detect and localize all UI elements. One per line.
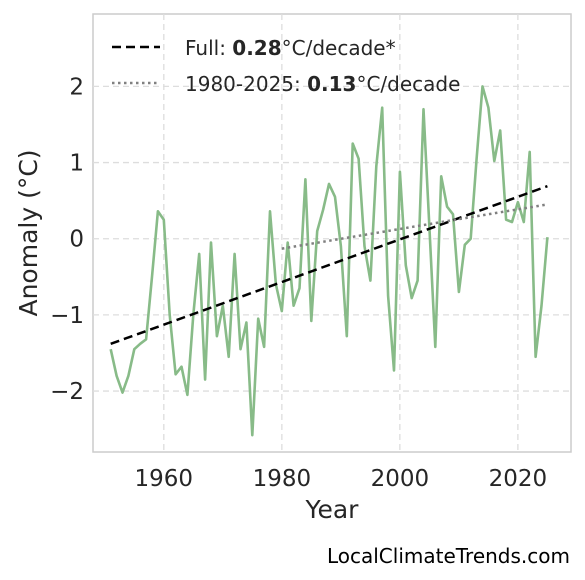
y-tick-labels: −2 −1 0 1 2	[50, 74, 84, 405]
x-tick-label: 2000	[371, 466, 430, 492]
legend-full-prefix: Full:	[185, 36, 232, 60]
x-axis-label: Year	[305, 495, 360, 524]
gridlines	[93, 14, 571, 452]
legend-full-label: Full: 0.28°C/decade*	[185, 36, 396, 60]
y-tick-label: 0	[69, 227, 84, 253]
legend: Full: 0.28°C/decade* 1980-2025: 0.13°C/d…	[112, 36, 460, 96]
plot-area	[92, 13, 572, 453]
x-tick-label: 1960	[135, 466, 194, 492]
x-tick-labels: 1960 1980 2000 2020	[135, 466, 548, 492]
y-tick-label: 1	[69, 151, 84, 177]
legend-recent-label: 1980-2025: 0.13°C/decade	[185, 72, 460, 96]
x-tick-label: 1980	[253, 466, 312, 492]
y-axis-label: Anomaly (°C)	[14, 149, 43, 316]
y-tick-label: −1	[50, 303, 84, 329]
legend-recent-suffix: °C/decade	[356, 72, 460, 96]
full-trend-line	[110, 184, 548, 346]
legend-recent-prefix: 1980-2025:	[185, 72, 307, 96]
y-tick-label: −2	[50, 379, 84, 405]
y-tick-label: 2	[69, 74, 84, 100]
recent-trend-line	[281, 203, 548, 250]
legend-recent-rate: 0.13	[307, 72, 356, 96]
x-tick-label: 2020	[489, 466, 548, 492]
legend-full-rate: 0.28	[232, 36, 281, 60]
source-watermark: LocalClimateTrends.com	[326, 544, 570, 568]
legend-full-suffix: °C/decade*	[282, 36, 396, 60]
anomaly-points	[110, 86, 548, 436]
